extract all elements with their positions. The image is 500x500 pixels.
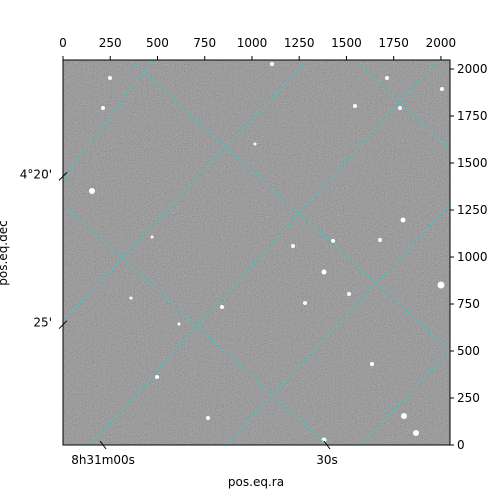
x-tick-label: 1500 bbox=[331, 36, 362, 50]
x-axis-label: pos.eq.ra bbox=[228, 475, 284, 489]
y-tick-label: 0 bbox=[457, 438, 465, 452]
x-tick-label: 0 bbox=[59, 36, 67, 50]
x-tick-label: 1750 bbox=[378, 36, 409, 50]
y-tick-label: 250 bbox=[457, 391, 480, 405]
x-tick-label: 750 bbox=[193, 36, 216, 50]
y-tick-label: 1250 bbox=[457, 203, 488, 217]
x-tick-label: 1000 bbox=[237, 36, 268, 50]
ra-tick bbox=[323, 440, 331, 450]
x-tick-label: 1250 bbox=[284, 36, 315, 50]
coordinate-grid bbox=[63, 60, 450, 445]
frame bbox=[62, 59, 451, 446]
y-tick-label: 750 bbox=[457, 297, 480, 311]
x-tick-label: 250 bbox=[99, 36, 122, 50]
y-tick-label: 1750 bbox=[457, 109, 488, 123]
dec-tick bbox=[58, 320, 68, 330]
y-tick-label: 500 bbox=[457, 344, 480, 358]
y-tick-label: 1000 bbox=[457, 250, 488, 264]
y-tick-label: 1500 bbox=[457, 156, 488, 170]
ra-tick-label: 8h31m00s bbox=[71, 453, 135, 467]
x-tick-label: 500 bbox=[146, 36, 169, 50]
y-axis-label: pos.eq.dec bbox=[0, 220, 10, 285]
dec-tick-label: 4°20' bbox=[20, 167, 52, 181]
image bbox=[63, 60, 450, 445]
y-tick-label: 2000 bbox=[457, 62, 488, 76]
dec-tick bbox=[58, 172, 68, 181]
x-tick-label: 2000 bbox=[426, 36, 457, 50]
stars bbox=[89, 62, 445, 443]
dec-tick-label: 25' bbox=[33, 316, 52, 330]
ra-tick bbox=[99, 440, 107, 450]
ra-tick-label: 30s bbox=[316, 453, 338, 467]
